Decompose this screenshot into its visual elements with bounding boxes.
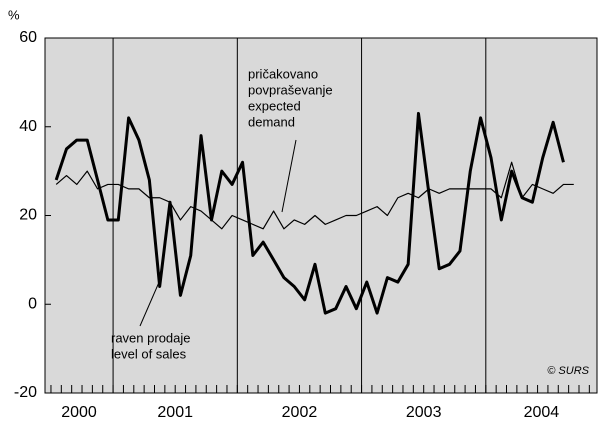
y-tick-label: 40 <box>19 118 37 135</box>
y-unit: % <box>8 7 20 22</box>
annotation: demand <box>248 114 295 129</box>
source: © SURS <box>547 365 589 377</box>
annotation: pričakovano <box>248 66 318 81</box>
annotation: raven prodaje <box>111 330 191 345</box>
x-tick-label: 2001 <box>157 404 193 421</box>
plot-area <box>44 37 598 394</box>
annotation: povpraševanje <box>248 82 333 97</box>
y-tick-label: 20 <box>19 207 37 224</box>
y-tick-label: 60 <box>19 29 37 46</box>
series-line <box>55 161 574 230</box>
annotation: level of sales <box>111 346 187 361</box>
series-line <box>54 111 565 315</box>
x-tick-label: 2004 <box>524 404 560 421</box>
x-tick-label: 2000 <box>61 404 97 421</box>
leader-line <box>281 139 297 213</box>
leader-line <box>139 279 161 327</box>
x-tick-label: 2003 <box>406 404 442 421</box>
annotation: expected <box>248 98 301 113</box>
x-tick-label: 2002 <box>282 404 318 421</box>
y-tick-label: -20 <box>14 384 37 401</box>
y-tick-label: 0 <box>28 295 37 312</box>
